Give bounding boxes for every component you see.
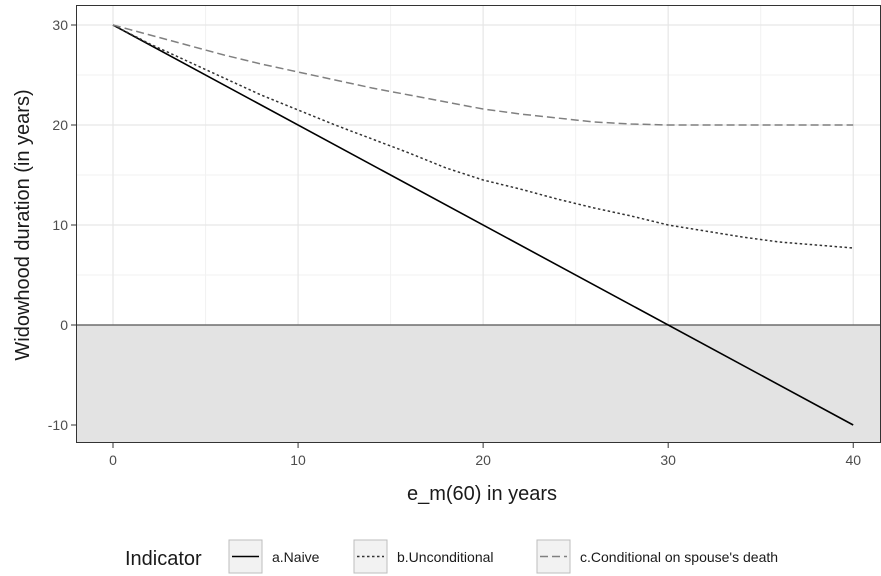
series-line-2 xyxy=(112,24,854,249)
x-tick-label: 30 xyxy=(660,452,676,468)
negative-region-fill xyxy=(76,325,881,443)
negative-region xyxy=(76,325,881,443)
y-tick-label: 10 xyxy=(52,217,68,233)
x-axis-title: e_m(60) in years xyxy=(407,483,557,505)
y-tick-label: 20 xyxy=(52,117,68,133)
series-line-3 xyxy=(112,24,854,126)
y-axis-title: Widowhood duration (in years) xyxy=(12,89,34,360)
x-tick-label: 10 xyxy=(290,452,306,468)
series-line-1 xyxy=(112,24,854,426)
x-tick-label: 0 xyxy=(109,452,117,468)
y-tick-label: -10 xyxy=(48,417,68,433)
legend-label-2: b.Unconditional xyxy=(397,549,494,565)
legend-title: Indicator xyxy=(125,548,202,570)
axis-ticks xyxy=(71,24,854,448)
legend-label-3: c.Conditional on spouse's death xyxy=(580,549,778,565)
legend: Indicator a.Naive b.Unconditional c.Condit… xyxy=(125,539,778,574)
y-tick-label: 0 xyxy=(60,317,68,333)
minor-gridlines xyxy=(76,5,881,443)
x-tick-labels: 0 10 20 30 40 xyxy=(109,452,861,468)
legend-label-1: a.Naive xyxy=(272,549,320,565)
x-tick-label: 20 xyxy=(475,452,491,468)
y-tick-labels: -10 0 10 20 30 xyxy=(48,17,68,433)
x-tick-label: 40 xyxy=(845,452,861,468)
series-lines xyxy=(112,24,854,426)
y-tick-label: 30 xyxy=(52,17,68,33)
